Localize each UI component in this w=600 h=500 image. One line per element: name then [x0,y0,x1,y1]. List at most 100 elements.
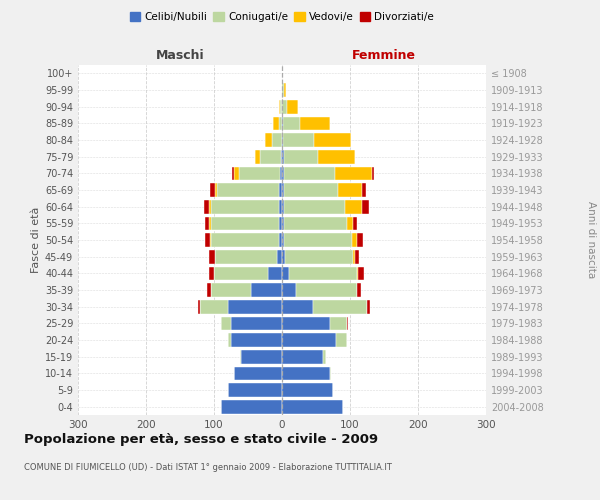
Bar [358,233,363,247]
Bar [282,100,287,114]
Bar [282,116,283,130]
Bar [357,283,358,297]
Bar [209,200,211,213]
Bar [205,216,209,230]
Bar [277,250,282,264]
Bar [282,183,284,197]
Bar [282,83,284,97]
Bar [255,150,260,164]
Bar [278,216,282,230]
Bar [235,366,282,380]
Bar [362,200,369,213]
Bar [200,300,227,314]
Bar [282,333,337,347]
Text: Popolazione per età, sesso e stato civile - 2009: Popolazione per età, sesso e stato civil… [24,432,378,446]
Bar [283,116,299,130]
Bar [205,233,210,247]
Bar [352,233,358,247]
Bar [214,266,268,280]
Bar [313,300,367,314]
Bar [227,383,282,397]
Bar [282,133,283,147]
Bar [227,300,282,314]
Bar [282,400,343,413]
Bar [282,266,289,280]
Bar [210,183,215,197]
Text: COMUNE DI FIUMICELLO (UD) - Dati ISTAT 1° gennaio 2009 - Elaborazione TUTTITALIA: COMUNE DI FIUMICELLO (UD) - Dati ISTAT 1… [24,462,392,471]
Bar [323,350,326,364]
Bar [282,300,313,314]
Bar [358,266,364,280]
Text: Maschi: Maschi [155,48,205,62]
Bar [209,216,211,230]
Bar [211,200,278,213]
Bar [282,350,323,364]
Bar [284,83,286,97]
Bar [207,283,211,297]
Bar [284,183,338,197]
Bar [278,200,282,213]
Text: Femmine: Femmine [352,48,416,62]
Bar [265,133,272,147]
Bar [345,200,362,213]
Bar [362,183,365,197]
Bar [282,316,329,330]
Bar [278,116,282,130]
Bar [280,166,282,180]
Bar [289,266,357,280]
Bar [314,133,352,147]
Bar [287,100,298,114]
Text: Anni di nascita: Anni di nascita [586,202,596,278]
Bar [278,233,282,247]
Bar [353,216,358,230]
Bar [329,316,347,330]
Bar [211,216,278,230]
Bar [282,150,284,164]
Bar [296,283,357,297]
Bar [204,200,209,213]
Bar [353,250,355,264]
Bar [215,250,277,264]
Bar [284,233,352,247]
Bar [282,166,284,180]
Legend: Celibi/Nubili, Coniugati/e, Vedovi/e, Divorziati/e: Celibi/Nubili, Coniugati/e, Vedovi/e, Di… [125,8,439,26]
Bar [211,283,251,297]
Bar [286,250,353,264]
Bar [221,400,282,413]
Bar [283,133,314,147]
Bar [209,266,214,280]
Bar [338,183,362,197]
Bar [280,100,282,114]
Bar [234,166,239,180]
Bar [355,250,359,264]
Bar [231,316,282,330]
Bar [347,216,353,230]
Bar [239,166,280,180]
Bar [260,150,281,164]
Bar [217,183,278,197]
Bar [215,183,217,197]
Y-axis label: Fasce di età: Fasce di età [31,207,41,273]
Bar [278,100,280,114]
Bar [358,283,361,297]
Bar [284,200,345,213]
Bar [282,283,296,297]
Bar [299,116,330,130]
Bar [210,233,211,247]
Bar [329,366,331,380]
Bar [284,216,347,230]
Bar [227,333,231,347]
Bar [240,350,241,364]
Bar [282,216,284,230]
Bar [284,150,318,164]
Bar [268,266,282,280]
Bar [251,283,282,297]
Bar [367,300,370,314]
Bar [282,233,284,247]
Bar [209,250,215,264]
Bar [282,250,286,264]
Bar [318,150,355,164]
Bar [337,333,347,347]
Bar [241,350,282,364]
Bar [272,133,282,147]
